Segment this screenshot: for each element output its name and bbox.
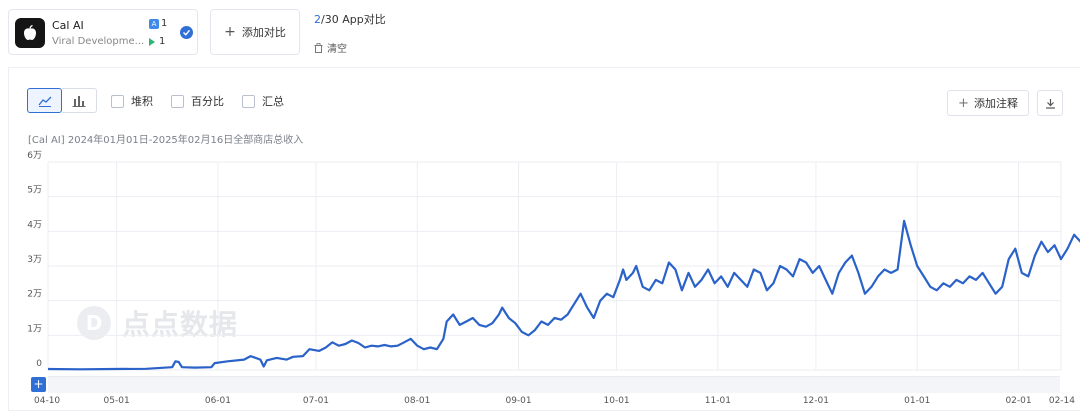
x-tick-label: 09-01 — [505, 396, 531, 406]
y-tick-label: 2万 — [27, 290, 42, 300]
google-play-count: 1 — [149, 36, 165, 47]
x-tick-label: 11-01 — [705, 396, 731, 406]
compare-count: 2/30 App对比 — [314, 13, 386, 26]
range-navigator[interactable] — [48, 376, 1060, 393]
x-tick-label: 12-01 — [803, 396, 829, 406]
x-tick-label: 05-01 — [104, 396, 130, 406]
download-button[interactable] — [1037, 90, 1063, 116]
line-chart-toggle[interactable] — [27, 88, 62, 113]
percent-checkbox[interactable] — [171, 94, 184, 108]
clear-button[interactable]: 清空 — [314, 40, 347, 55]
svg-text:D: D — [86, 311, 103, 335]
ios-store-count: A 1 — [149, 18, 167, 29]
zoom-plus-button[interactable]: + — [31, 377, 46, 392]
percent-option[interactable]: 百分比 — [171, 93, 224, 109]
summary-option[interactable]: 汇总 — [242, 93, 284, 109]
x-tick-label: 08-01 — [404, 396, 430, 406]
y-tick-label: 6万 — [27, 151, 42, 161]
x-tick-label: 07-01 — [303, 396, 329, 406]
y-tick-label: 3万 — [27, 255, 42, 265]
bar-chart-toggle[interactable] — [62, 88, 97, 113]
series-line — [47, 219, 1080, 371]
x-tick-label: 04-10 — [34, 396, 60, 406]
bar-chart-icon — [72, 95, 86, 107]
trash-icon — [314, 42, 323, 53]
top-bar: Cal AI Viral Developme... A 1 1 + 添加对比 2… — [0, 0, 1080, 66]
watermark-logo-icon: D — [77, 306, 111, 340]
app-name: Cal AI — [52, 19, 84, 32]
add-compare-button[interactable]: + 添加对比 — [210, 9, 300, 55]
download-icon — [1045, 98, 1055, 109]
app-icon — [15, 18, 45, 48]
x-tick-label: 10-01 — [604, 396, 630, 406]
app-developer: Viral Developme... — [52, 36, 144, 47]
apple-icon — [24, 24, 36, 40]
line-chart-icon — [37, 96, 51, 107]
x-tick-label: 06-01 — [205, 396, 231, 406]
google-play-icon — [149, 37, 155, 46]
app-store-icon: A — [149, 18, 159, 29]
x-tick-label: 02-14 — [1049, 396, 1075, 406]
stack-option[interactable]: 堆积 — [111, 93, 153, 109]
x-tick-label: 01-01 — [904, 396, 930, 406]
plus-icon: + — [958, 95, 969, 111]
y-tick-label: 1万 — [27, 324, 42, 334]
selected-check-icon[interactable] — [180, 26, 193, 39]
x-tick-label: 02-01 — [1005, 396, 1031, 406]
y-tick-label: 5万 — [27, 186, 42, 196]
y-tick-label: 4万 — [27, 220, 42, 230]
add-annotation-button[interactable]: + 添加注释 — [947, 90, 1029, 116]
summary-checkbox[interactable] — [242, 94, 255, 108]
stack-checkbox[interactable] — [111, 94, 124, 108]
y-tick-label: 0 — [36, 359, 42, 369]
plus-icon: + — [224, 24, 236, 40]
app-card[interactable]: Cal AI Viral Developme... A 1 1 — [8, 9, 198, 55]
chart-title: [Cal AI] 2024年01月01日-2025年02月16日全部商店总收入 — [28, 135, 304, 146]
